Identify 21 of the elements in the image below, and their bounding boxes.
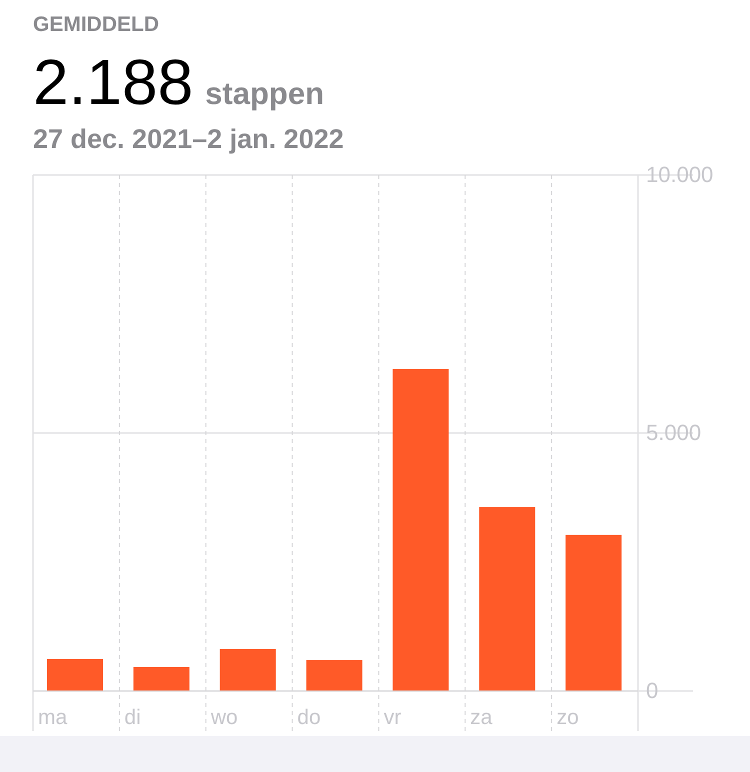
bar	[47, 659, 103, 691]
bar	[479, 507, 536, 691]
x-tick-label: di	[124, 706, 141, 729]
x-tick-label: zo	[556, 706, 579, 729]
chart-title: GEMIDDELD	[33, 13, 159, 36]
text: stappen	[205, 76, 324, 111]
bar	[392, 369, 449, 691]
text: 2.188	[33, 46, 194, 118]
chart-subtitle: 27 dec. 2021–2 jan. 2022	[33, 124, 344, 154]
y-tick-label: 5.000	[646, 420, 702, 446]
bar	[133, 667, 190, 691]
x-tick-label: vr	[384, 706, 402, 729]
y-tick-label: 10.000	[646, 162, 714, 188]
x-tick-label: ma	[38, 706, 68, 729]
x-tick-label: wo	[210, 706, 238, 729]
x-tick-label: do	[297, 706, 321, 729]
bar	[220, 648, 276, 691]
bar	[566, 534, 622, 691]
y-tick-label: 0	[646, 678, 658, 704]
x-tick-label: za	[470, 706, 493, 729]
bar	[306, 660, 362, 691]
